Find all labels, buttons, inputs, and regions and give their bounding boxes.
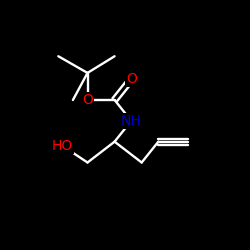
Text: HO: HO [52, 139, 73, 153]
Text: O: O [126, 72, 137, 86]
Text: NH: NH [121, 114, 142, 128]
Text: O: O [82, 93, 93, 107]
